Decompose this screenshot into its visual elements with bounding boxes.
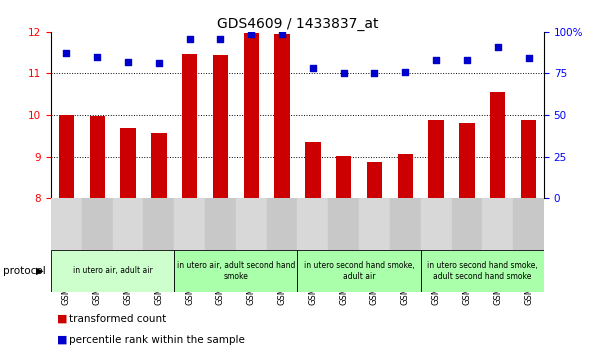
Point (154, 61, 163, 66)
Point (432, 57, 441, 63)
Bar (59, 115, 74, 198)
Point (339, 71, 349, 76)
Bar (82, 198, 113, 250)
Bar (359, 198, 390, 250)
Text: in utero air, adult second hand
smoke: in utero air, adult second hand smoke (177, 261, 295, 281)
Point (370, 71, 379, 76)
Bar (144, 198, 174, 250)
Bar (151, 132, 166, 198)
Bar (51, 250, 174, 292)
Bar (482, 198, 513, 250)
Point (493, 44, 502, 50)
Text: transformed count: transformed count (69, 314, 166, 324)
Bar (213, 55, 228, 198)
Bar (243, 33, 259, 198)
Text: protocol: protocol (3, 266, 46, 276)
Point (400, 69, 410, 75)
Bar (236, 198, 267, 250)
Point (523, 56, 533, 61)
Bar (275, 34, 290, 198)
Point (308, 65, 318, 71)
Bar (205, 198, 236, 250)
Text: in utero second hand smoke,
adult second hand smoke: in utero second hand smoke, adult second… (427, 261, 538, 281)
Bar (390, 198, 421, 250)
Bar (451, 198, 482, 250)
Text: in utero second hand smoke,
adult air: in utero second hand smoke, adult air (304, 261, 415, 281)
Bar (113, 198, 144, 250)
Point (123, 59, 133, 65)
Bar (305, 142, 320, 198)
Point (216, 36, 225, 41)
Bar (90, 116, 105, 198)
Text: in utero air, adult air: in utero air, adult air (73, 266, 153, 275)
Point (62, 51, 72, 56)
Bar (336, 156, 352, 198)
Bar (421, 250, 544, 292)
Text: ■: ■ (57, 335, 67, 345)
Bar (459, 122, 475, 198)
Bar (267, 198, 297, 250)
Text: percentile rank within the sample: percentile rank within the sample (69, 335, 245, 345)
Bar (297, 198, 328, 250)
Bar (51, 198, 82, 250)
Bar (490, 92, 505, 198)
Point (462, 57, 472, 63)
Bar (398, 154, 413, 198)
Text: ▶: ▶ (36, 266, 43, 276)
Bar (174, 198, 205, 250)
Bar (421, 198, 451, 250)
Bar (367, 162, 382, 198)
Bar (297, 250, 421, 292)
Bar (182, 54, 197, 198)
Point (185, 36, 195, 41)
Bar (429, 120, 444, 198)
Bar (174, 250, 297, 292)
Point (277, 31, 287, 36)
Point (246, 31, 256, 36)
Bar (521, 120, 536, 198)
Text: ■: ■ (57, 314, 67, 324)
Point (93, 54, 102, 59)
Bar (513, 198, 544, 250)
Bar (120, 129, 136, 198)
Bar (328, 198, 359, 250)
Title: GDS4609 / 1433837_at: GDS4609 / 1433837_at (217, 17, 378, 31)
